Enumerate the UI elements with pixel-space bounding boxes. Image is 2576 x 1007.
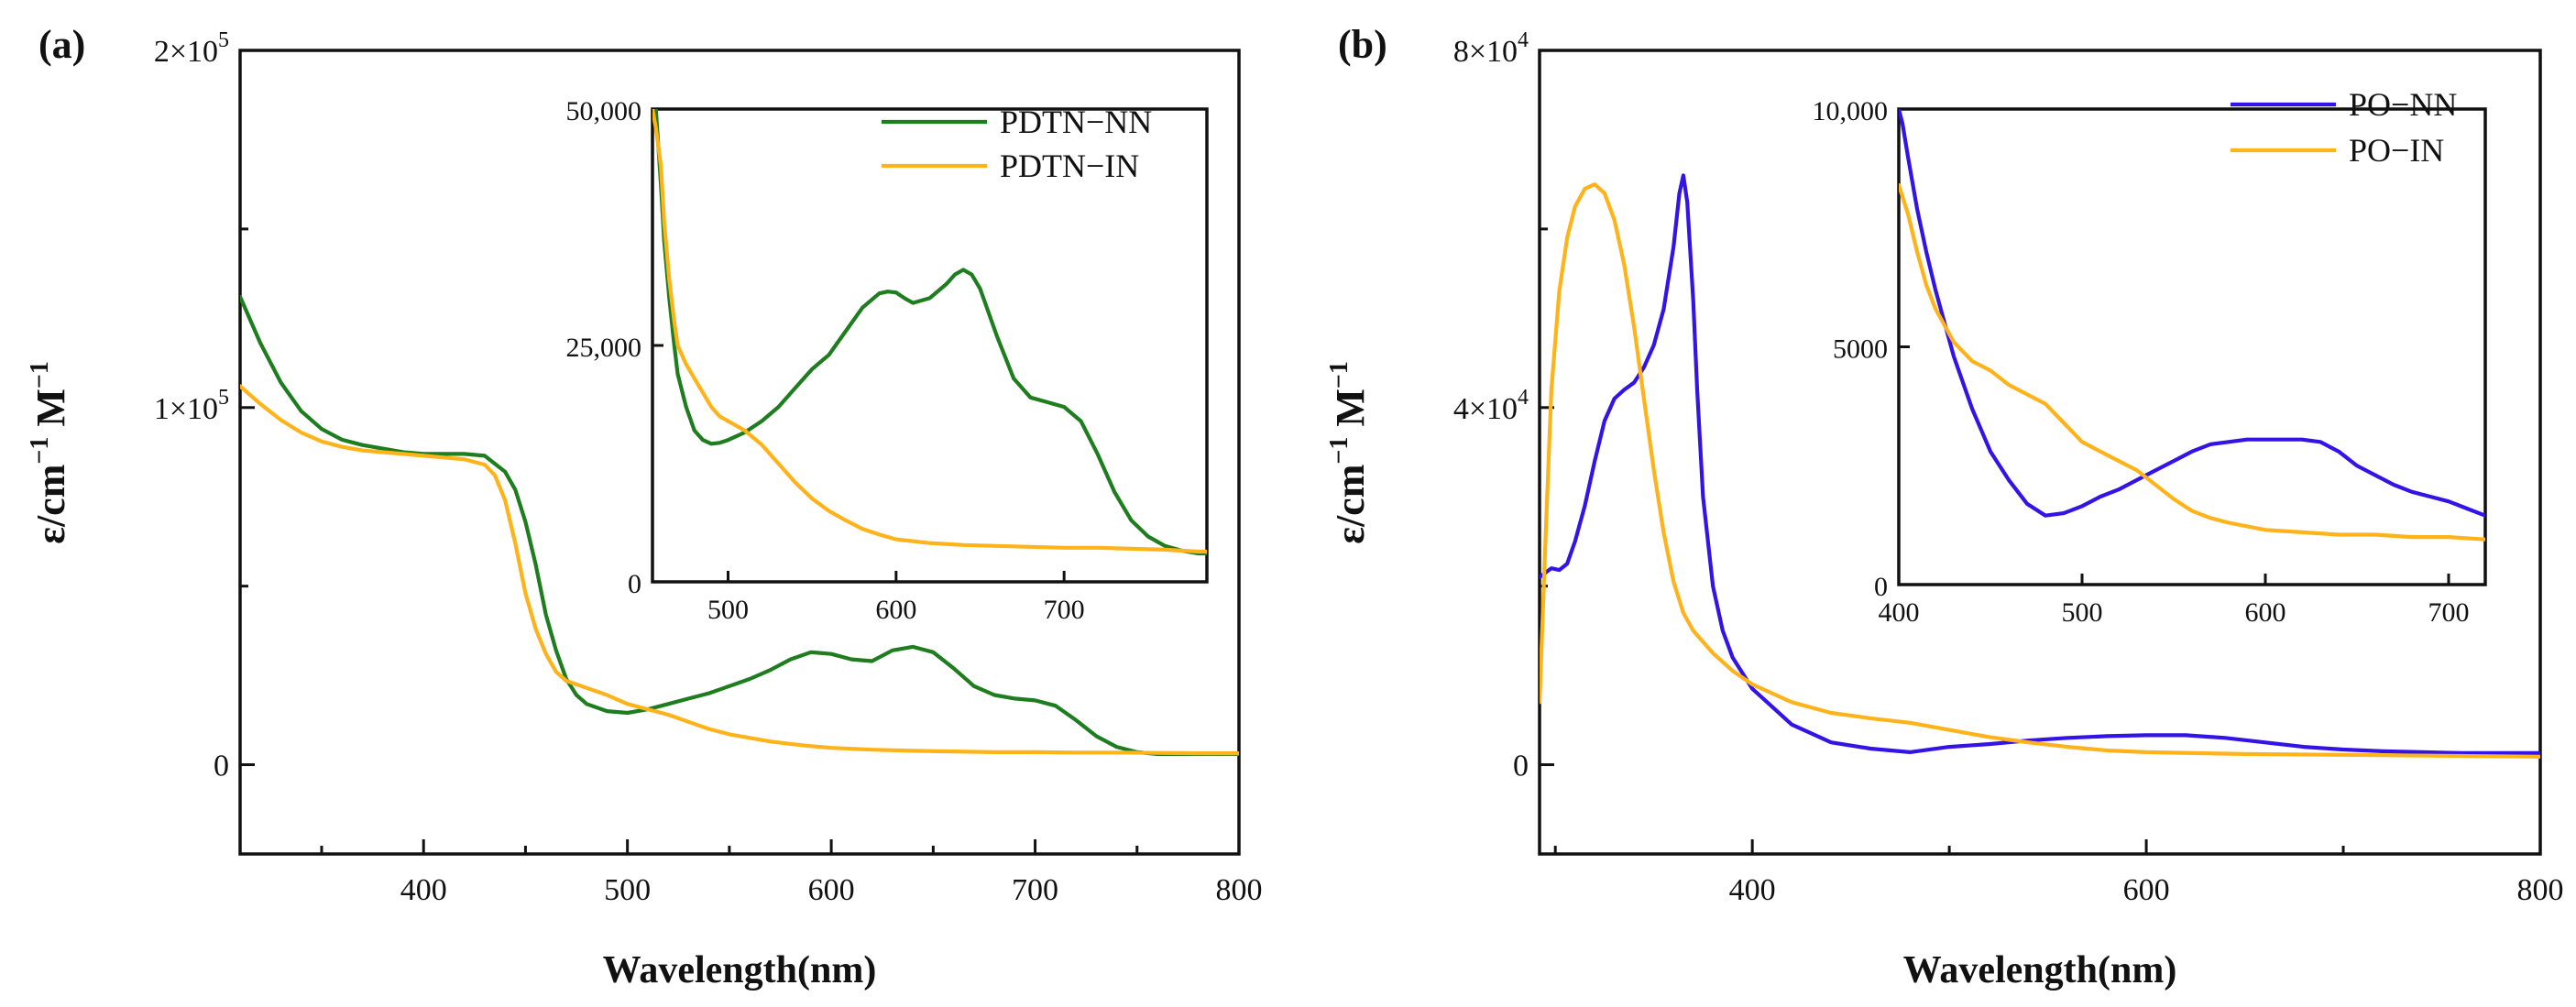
y-axis-label: ε/cm−1 M−1	[26, 361, 73, 544]
y-tick-mantissa: 1×10	[154, 392, 218, 426]
panel-label: (b)	[1338, 22, 1387, 67]
inset-x-tick-label: 500	[2062, 597, 2103, 628]
x-axis-label: Wavelength(nm)	[603, 949, 877, 991]
main-x-tick-label: 400	[400, 873, 447, 907]
inset-background	[652, 109, 1207, 582]
legend-label: PO−NN	[2349, 86, 2457, 123]
inset-series-1-1	[1899, 182, 2485, 542]
inset-y-tick-label: 0	[1874, 572, 1888, 602]
panel-b: 400 600 80004×1048×104(b)Wavelength(nm)ε/c…	[1325, 22, 2564, 991]
y-tick-exponent: 4	[1518, 28, 1529, 52]
main-y-tick-label: 8×104	[1453, 28, 1529, 69]
y-axis-label: ε/cm−1 M−1	[1325, 361, 1373, 544]
legend-label: PDTN−NN	[1000, 104, 1152, 140]
y-tick-mantissa: 4×10	[1453, 392, 1518, 426]
y-label-main: ε/cm	[28, 465, 73, 544]
y-label-exp: −1	[1325, 437, 1354, 465]
y-label-unit: M	[28, 389, 73, 437]
x-axis-label: Wavelength(nm)	[1903, 949, 2177, 991]
main-y-tick-label: 0	[1513, 750, 1529, 783]
main-frame	[238, 49, 1241, 856]
legend: PO−NN PO−IN	[2231, 86, 2457, 169]
inset-y-tick-label: 0	[628, 569, 641, 599]
inset: 400 500 600 700 0 5000 10,000	[1813, 96, 2487, 628]
main-x-tick-label: 400	[1729, 873, 1776, 907]
inset-series-0-0	[652, 109, 1207, 556]
inset-y-tick-label: 25,000	[566, 333, 642, 363]
inset-x-tick-label: 600	[875, 595, 916, 625]
inset-y-tick-label: 10,000	[1813, 96, 1889, 126]
y-tick-exponent: 5	[218, 386, 229, 410]
y-tick-mantissa: 8×10	[1453, 35, 1518, 69]
main-y-tick-label: 4×104	[1453, 386, 1529, 426]
inset-x-tick-label: 600	[2245, 597, 2286, 628]
main-x-tick-label: 500	[604, 873, 651, 907]
main-x-tick-label: 800	[1216, 873, 1263, 907]
main-series-0-1	[240, 384, 1239, 756]
legend: PDTN−NN PDTN−IN	[882, 104, 1152, 184]
main-frame	[1538, 49, 2542, 856]
main-x-tick-label: 600	[2123, 873, 2170, 907]
inset-background	[1899, 109, 2485, 585]
inset-y-tick-label: 5000	[1833, 334, 1888, 365]
inset: 500 600 700 0 25,000 50,000	[566, 96, 1209, 625]
y-tick-mantissa: 2×10	[154, 35, 218, 69]
legend-label: PO−IN	[2349, 132, 2444, 169]
y-tick-exponent: 5	[218, 28, 229, 52]
main-series-1-0	[1540, 173, 2540, 755]
inset-x-tick-label: 700	[2428, 597, 2470, 628]
y-label-exp: −1	[26, 437, 54, 465]
y-label-exp: −1	[26, 361, 54, 389]
main-series-1-1	[1540, 182, 2540, 759]
inset-x-tick-label: 700	[1044, 595, 1085, 625]
inset-series-0-1	[652, 109, 1207, 554]
inset-x-tick-label: 400	[1879, 597, 1920, 628]
y-label-main: ε/cm	[1328, 465, 1373, 544]
y-tick-exponent: 4	[1518, 386, 1529, 410]
y-label-unit: M	[1328, 389, 1373, 437]
main-x-tick-label: 700	[1012, 873, 1058, 907]
inset-series-1-0	[1899, 109, 2485, 518]
inset-x-tick-label: 500	[707, 595, 749, 625]
inset-y-tick-label: 50,000	[566, 96, 642, 126]
legend-label: PDTN−IN	[1000, 148, 1139, 184]
panel-label: (a)	[38, 22, 85, 67]
main-x-tick-label: 600	[808, 873, 855, 907]
main-x-tick-label: 800	[2517, 873, 2564, 907]
main-y-tick-label: 2×105	[154, 28, 229, 69]
main-y-tick-label: 1×105	[154, 386, 229, 426]
y-label-exp: −1	[1325, 361, 1354, 389]
panel-a: 400 500 600 700 80001×1052×105(a)Wavelength(…	[26, 22, 1263, 991]
main-y-tick-label: 0	[214, 750, 229, 783]
